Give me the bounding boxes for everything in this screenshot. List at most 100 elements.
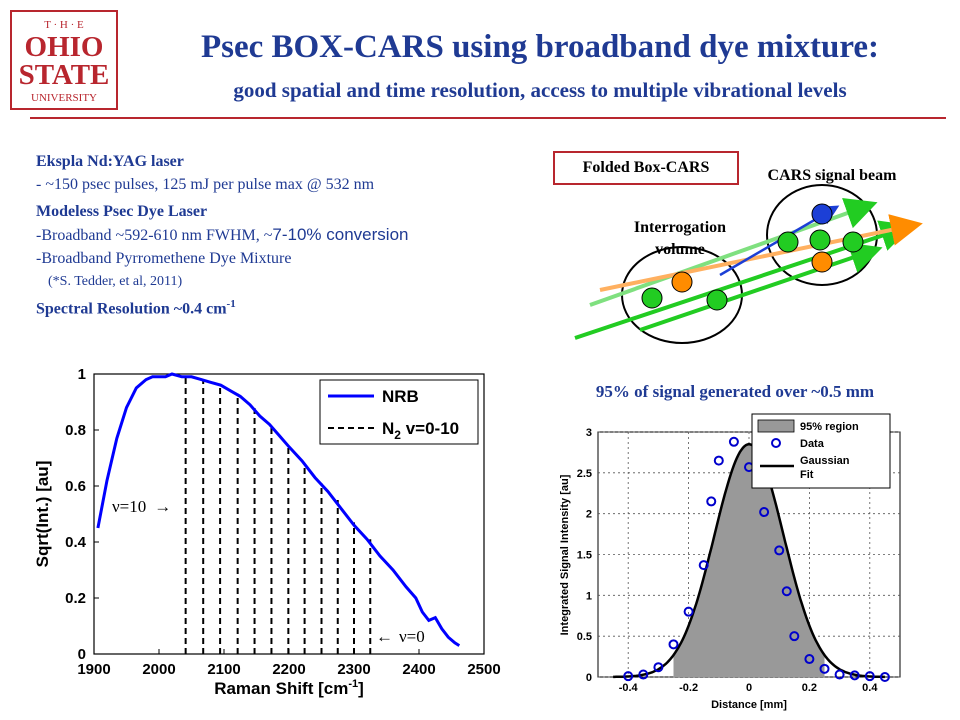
legend-n2-label: N2 v=0-10 <box>382 419 459 442</box>
chart1-xlabel: Raman Shift [cm-1] <box>214 678 364 698</box>
chart1-xlabel-main: Raman Shift [cm <box>214 679 348 698</box>
legend-region-label: 95% region <box>800 421 859 433</box>
legend-nrb-label: NRB <box>382 387 419 406</box>
data-point <box>834 669 845 680</box>
chart2-xtick-label: -0.2 <box>679 682 698 694</box>
data-point <box>879 672 890 682</box>
legend-fit-label-1: Gaussian <box>800 455 850 467</box>
title-divider <box>30 117 946 119</box>
chart1-xtick-label: 2100 <box>207 661 240 678</box>
chart2-xtick-label: 0.4 <box>862 682 878 694</box>
chart2-ytick-label: 1.5 <box>577 550 592 562</box>
folded-boxcars-label: Folded Box-CARS <box>553 151 739 185</box>
pump-beam-2 <box>639 242 883 332</box>
data-point <box>706 496 717 507</box>
molecule-icon <box>811 251 833 273</box>
dye-mixture: -Broadband Pyrromethene Dye Mixture <box>36 250 292 267</box>
data-point <box>804 654 815 665</box>
data-point <box>623 671 634 682</box>
chart1-ylabel: Sqrt(Int.) [au] <box>33 461 52 568</box>
laser-detail: - ~150 psec pulses, 125 mJ per pulse max… <box>36 176 375 193</box>
molecule-icon <box>809 229 831 251</box>
chart1-n2-lines <box>184 376 372 654</box>
chart2-ytick-label: 2 <box>586 509 592 521</box>
chart2-xtick-label: 0.2 <box>802 682 817 694</box>
chart1-xtick-label: 1900 <box>77 661 110 678</box>
chart1-ytick-label: 1 <box>78 366 86 383</box>
chart2-ytick-label: 1 <box>586 590 592 602</box>
chart1-xlabel-exp: -1 <box>348 678 358 690</box>
annotation-v0-text: ν=0 <box>399 627 425 646</box>
chart1-xlabel-close: ] <box>358 679 364 698</box>
chart1-xtick-label: 2200 <box>272 661 305 678</box>
dye-title: Modeless Psec Dye Laser <box>36 203 208 220</box>
chart2-ytick-label: 2.5 <box>577 468 592 480</box>
legend-data-swatch <box>771 438 781 448</box>
chart2-xtick-label: -0.4 <box>619 682 639 694</box>
molecule-icon <box>777 231 799 253</box>
molecule-icon <box>811 203 833 225</box>
legend-region-swatch <box>757 419 795 433</box>
molecule-icon <box>641 287 663 309</box>
data-point <box>864 671 875 682</box>
legend-n2-n: N <box>382 419 394 438</box>
chart1-xtick-label: 2500 <box>467 661 500 678</box>
chart1-ytick-label: 0.8 <box>65 422 86 439</box>
data-point <box>713 455 724 466</box>
slide-title: Psec BOX-CARS using broadband dye mixtur… <box>200 29 880 65</box>
chart1-legend-box <box>319 379 479 445</box>
cars-signal-beam <box>719 205 840 277</box>
chart1-ytick-label: 0.6 <box>65 478 86 495</box>
chart2-title: 95% of signal generated over ~0.5 mm <box>595 382 875 401</box>
chart2-legend: 95% region Data Gaussian Fit <box>751 413 891 489</box>
dye-bandwidth-text: -Broadband ~592-610 nm FWHM, ~ <box>36 227 273 244</box>
spectral-resolution: Spectral Resolution ~0.4 cm-1 <box>36 293 536 320</box>
gaussian-fit-line <box>613 442 885 679</box>
interrogation-label-2: volume <box>655 241 705 258</box>
dye-reference: (*S. Tedder, et al, 2011) <box>48 274 183 289</box>
spectral-resolution-text: Spectral Resolution ~0.4 cm <box>36 300 227 318</box>
chart1-ytick-label: 0.2 <box>65 590 86 607</box>
annotation-v0: ← ν=0 <box>376 627 425 646</box>
data-point <box>781 586 792 597</box>
logo-university: UNIVERSITY <box>31 92 97 104</box>
annotation-v0-arrow: ← <box>376 627 393 646</box>
region-95-fill <box>673 444 825 677</box>
chart1-xtick-label: 2400 <box>402 661 435 678</box>
data-point <box>638 669 649 680</box>
specs-block: Ekspla Nd:YAG laser - ~150 psec pulses, … <box>36 150 536 320</box>
interrogation-volume-left <box>621 246 743 344</box>
chart1-ytick-label: 0 <box>78 646 86 663</box>
chart2-ticks: -0.4 -0.2 0 0.2 0.4 0 0.5 1 1.5 2 2.5 3 <box>577 427 879 694</box>
chart2-ytick-label: 3 <box>586 427 592 439</box>
data-point <box>759 507 770 518</box>
data-point <box>698 560 709 571</box>
chart1-legend: NRB N2 v=0-10 <box>319 379 479 445</box>
interrogation-label-1: Interrogation <box>634 219 726 236</box>
legend-n2-text: v=0-10 <box>401 419 459 438</box>
annotation-v10-text: ν=10 <box>112 497 146 516</box>
dye-conversion: 7-10% conversion <box>272 225 409 244</box>
chart2-ytick-label: 0 <box>586 672 592 684</box>
molecule-icon <box>706 289 728 311</box>
legend-fit-label-2: Fit <box>800 469 814 481</box>
chart2-ylabel: Integrated Signal Intensity [au] <box>559 474 571 635</box>
pump-beam-3 <box>589 198 878 307</box>
molecule-icon <box>842 231 864 253</box>
data-point <box>849 670 860 681</box>
cars-signal-label: CARS signal beam <box>768 167 898 184</box>
dye-bandwidth: -Broadband ~592-610 nm FWHM, ~7-10% conv… <box>36 223 536 247</box>
signal-distribution-chart: -0.4 -0.2 0 0.2 0.4 0 0.5 1 1.5 2 2.5 3 Distance [m… <box>559 413 901 711</box>
data-point <box>774 545 785 556</box>
chart1-ticks: 1900 2000 2100 2200 2300 2400 2500 0 0.2 0.4 0.6 0.… <box>65 366 501 678</box>
stokes-beam <box>599 214 923 292</box>
chart2-xtick-label: 0 <box>746 682 752 694</box>
logo-ohio: OHIO <box>25 31 104 63</box>
raman-spectrum-chart: 1900 2000 2100 2200 2300 2400 2500 0 0.2 0.4 0.6 0.… <box>33 366 501 698</box>
data-point <box>789 631 800 642</box>
annotation-v10: ν=10 → <box>112 497 171 516</box>
logo-the: T · H · E <box>44 19 84 31</box>
chart1-xtick-label: 2000 <box>142 661 175 678</box>
chart2-xlabel: Distance [mm] <box>711 699 787 711</box>
molecule-icon <box>671 271 693 293</box>
